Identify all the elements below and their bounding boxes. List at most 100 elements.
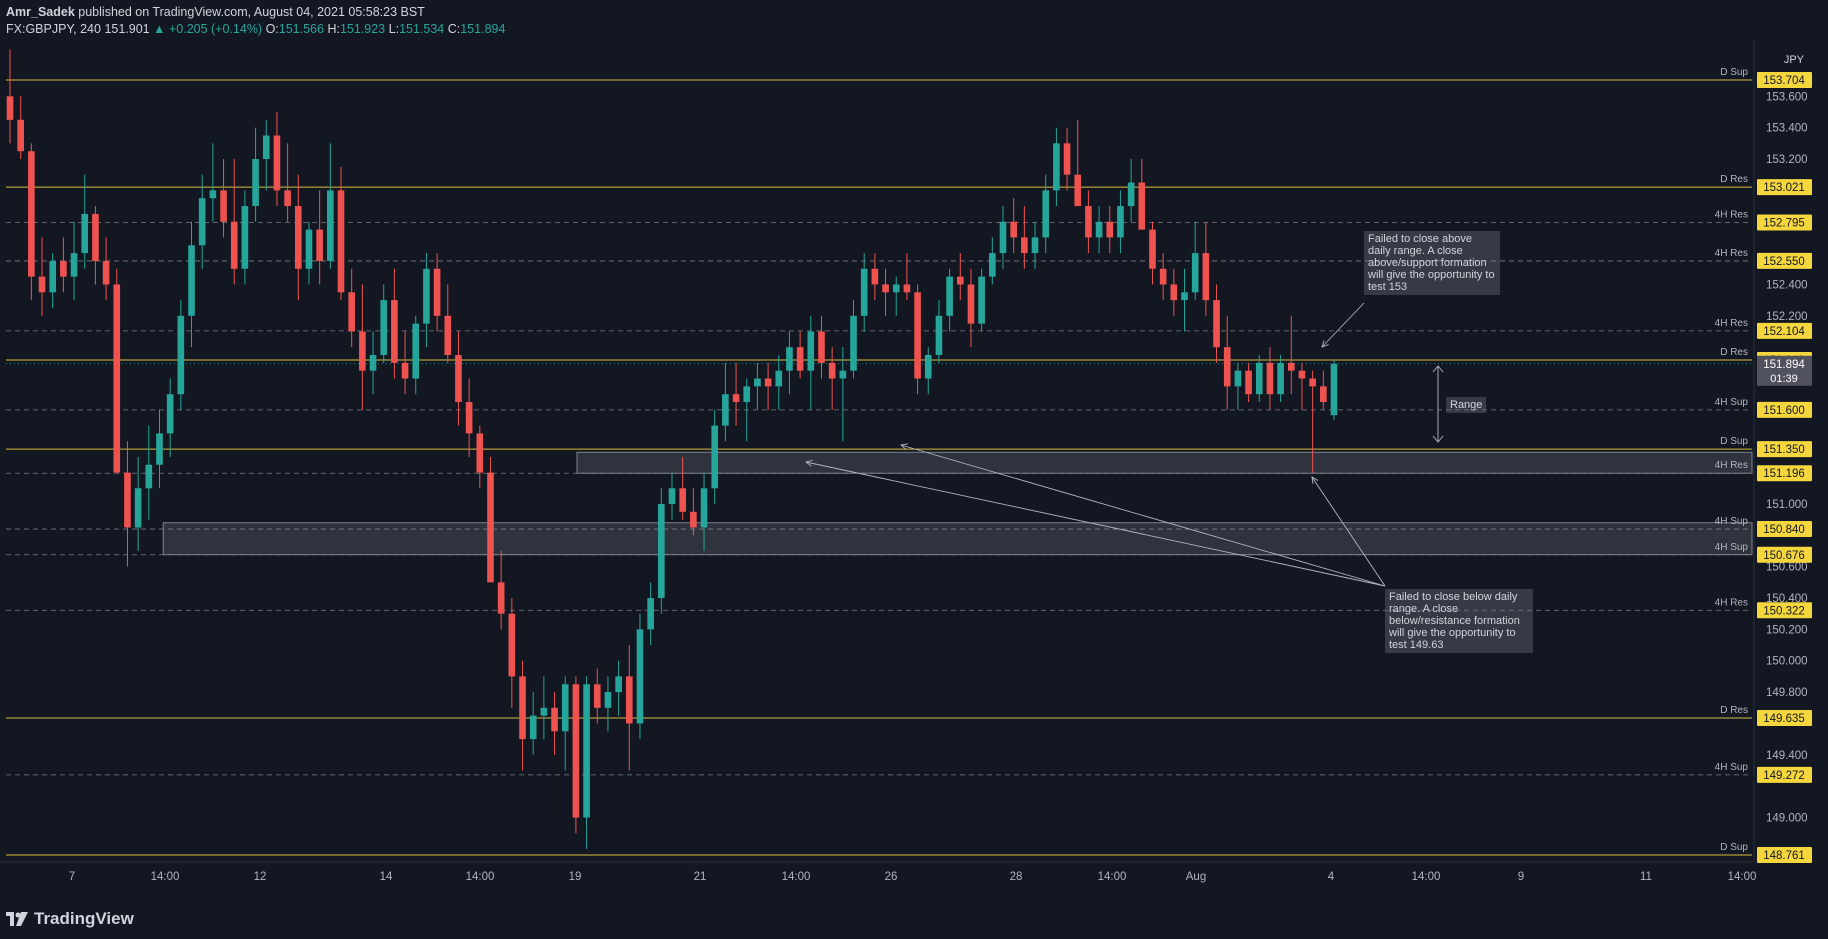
- candle-body: [1053, 143, 1060, 191]
- x-tick-label: 4: [1328, 871, 1335, 883]
- y-tick-label: 149.400: [1766, 750, 1808, 762]
- candle-body: [252, 159, 259, 207]
- candle-body: [401, 362, 409, 379]
- price-axis[interactable]: JPY 153.600 153.400 153.200 152.400 152.200 15…: [1753, 40, 1812, 863]
- candle-body: [593, 684, 601, 708]
- x-tick-label: 21: [694, 871, 707, 883]
- level-tag: 4H Res: [1715, 460, 1748, 471]
- candle-body: [647, 598, 654, 630]
- price-label: 152.795: [1763, 218, 1805, 230]
- x-tick-label: 14:00: [1412, 871, 1441, 883]
- annotation-failed-below[interactable]: Failed to close below daily range. A clo…: [1385, 589, 1533, 653]
- candle-body: [476, 433, 484, 473]
- annotation-arrow: [805, 461, 1386, 587]
- zone-rect: [162, 522, 1753, 556]
- candle-body: [1074, 174, 1082, 207]
- candle-body: [892, 284, 900, 293]
- candle-body: [989, 253, 996, 277]
- candle-body: [978, 276, 985, 324]
- time-axis[interactable]: 7 14:00 12 14 14:00 19 21 14:00 26 28 14:00 Aug 4 14:…: [0, 861, 1756, 883]
- price-label-bg: [1757, 602, 1812, 619]
- candle-body: [711, 425, 719, 489]
- annotation-arrow-head: [1311, 476, 1319, 484]
- price-label-bg: [1757, 521, 1812, 538]
- candle-body: [967, 284, 975, 324]
- candle-body: [850, 315, 857, 371]
- candle-body: [1159, 268, 1167, 285]
- level-tag: 4H Res: [1715, 597, 1748, 608]
- tradingview-logo[interactable]: TradingView: [6, 909, 134, 929]
- candle-body: [1085, 206, 1092, 238]
- price-label: 151.600: [1763, 405, 1805, 417]
- annotation-failed-above[interactable]: Failed to close above daily range. A clo…: [1364, 231, 1500, 295]
- candle-body: [668, 488, 676, 504]
- price-label-bg: [1757, 214, 1812, 231]
- level-tag: 4H Res: [1715, 318, 1748, 329]
- candle-body: [743, 386, 751, 403]
- candle-body: [1031, 237, 1039, 254]
- candle-body: [1277, 362, 1284, 395]
- symbol[interactable]: FX:GBPJPY, 240: [6, 22, 101, 36]
- symbol-line: FX:GBPJPY, 240 151.901 ▲ +0.205 (+0.14%)…: [6, 21, 505, 38]
- candle-body: [839, 370, 847, 379]
- y-tick-label: 153.400: [1766, 123, 1808, 135]
- candle-body: [49, 260, 57, 293]
- candle-body: [1320, 386, 1327, 403]
- candle-body: [380, 300, 388, 356]
- candle-body: [1213, 300, 1220, 348]
- candle-body: [60, 260, 67, 277]
- open-label: O:: [265, 22, 279, 36]
- candle-body: [754, 378, 761, 387]
- low-value: 151.534: [399, 22, 445, 36]
- candle-body: [198, 198, 206, 246]
- price-change: ▲ +0.205 (+0.14%): [153, 22, 263, 36]
- candle-body: [1021, 237, 1028, 254]
- candle-body: [1266, 362, 1274, 395]
- annotation-arrow: [1321, 302, 1365, 348]
- zones: [162, 451, 1753, 556]
- candle-body: [81, 213, 89, 254]
- open-value: 151.566: [278, 22, 324, 36]
- x-tick-label: 14:00: [1098, 871, 1127, 883]
- candle-body: [999, 221, 1007, 254]
- candle-body: [860, 268, 868, 316]
- candle-body: [615, 676, 622, 693]
- candle-body: [956, 276, 964, 285]
- annotation-arrow-head: [1321, 340, 1329, 348]
- candle-body: [658, 503, 665, 599]
- level-tag: 4H Res: [1715, 210, 1748, 221]
- candle-body: [166, 394, 174, 434]
- close-value: 151.894: [460, 22, 506, 36]
- candle-body: [28, 151, 35, 277]
- current-price-label: 151.894: [1763, 359, 1805, 371]
- candle-body: [1095, 221, 1103, 238]
- annotation-range[interactable]: Range: [1446, 397, 1487, 413]
- candle-body: [348, 292, 355, 332]
- x-tick-label: 9: [1518, 871, 1524, 883]
- level-tag: 4H Res: [1715, 248, 1748, 259]
- candle-body: [722, 394, 729, 426]
- price-label: 150.322: [1763, 605, 1805, 617]
- candle-body: [903, 284, 911, 293]
- tradingview-logo-text: TradingView: [34, 909, 134, 928]
- author[interactable]: Amr_Sadek: [6, 5, 75, 19]
- candle-body: [1298, 370, 1306, 379]
- x-tick-label: 7: [69, 871, 75, 883]
- y-tick-label: 150.000: [1766, 656, 1808, 668]
- level-tag: D Sup: [1720, 67, 1748, 78]
- candle-body: [818, 331, 825, 363]
- price-label: 150.840: [1763, 524, 1805, 536]
- publish-info: published on TradingView.com, August 04,…: [78, 5, 425, 19]
- candle-body: [786, 347, 793, 371]
- candle-body: [230, 221, 238, 269]
- level-tag: D Res: [1720, 347, 1748, 358]
- price-label: 151.350: [1763, 444, 1805, 456]
- candle-body: [1287, 362, 1295, 371]
- candle-body: [1245, 370, 1252, 395]
- price-label-bg: [1757, 847, 1812, 863]
- candle-body: [1234, 370, 1242, 387]
- candle-body: [924, 355, 932, 379]
- candle-body: [241, 206, 249, 269]
- level-tag: D Sup: [1720, 842, 1748, 853]
